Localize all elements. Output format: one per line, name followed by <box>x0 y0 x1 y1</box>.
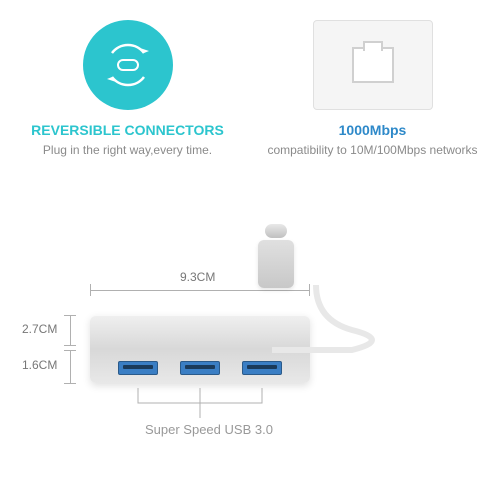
usbc-connector <box>258 224 294 288</box>
dim-height-bottom: 1.6CM <box>22 358 57 372</box>
dim-width: 9.3CM <box>180 270 215 284</box>
usb-label: Super Speed USB 3.0 <box>145 422 273 437</box>
feature1-subtitle: Plug in the right way,every time. <box>43 142 212 159</box>
dim-height-top: 2.7CM <box>22 322 57 336</box>
rj45-icon <box>313 20 433 110</box>
reversible-icon <box>83 20 173 110</box>
usb-port-2 <box>180 361 220 375</box>
usb-port-1 <box>118 361 158 375</box>
feature-reversible: REVERSIBLE CONNECTORS Plug in the right … <box>20 20 235 159</box>
feature-ethernet: 1000Mbps compatibility to 10M/100Mbps ne… <box>265 20 480 159</box>
product-diagram: 9.3CM 2.7CM 1.6CM Super Speed USB 3.0 <box>0 210 500 500</box>
feature2-title: 1000Mbps <box>339 122 407 138</box>
cable <box>272 285 392 365</box>
feature2-subtitle: compatibility to 10M/100Mbps networks <box>267 142 477 159</box>
feature1-title: REVERSIBLE CONNECTORS <box>31 122 224 138</box>
